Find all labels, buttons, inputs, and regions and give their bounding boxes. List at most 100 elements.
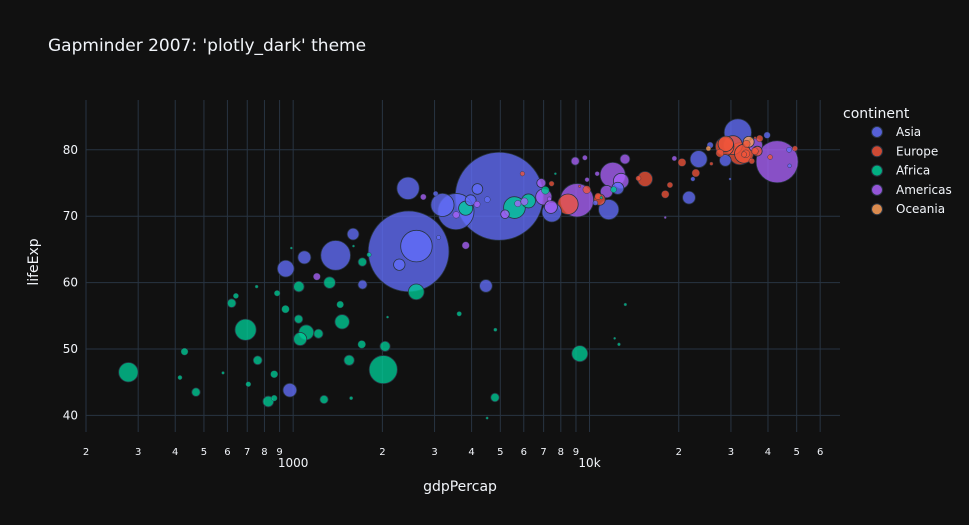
data-point-africa[interactable] xyxy=(252,355,263,366)
data-point-africa[interactable] xyxy=(490,392,500,403)
data-point-africa[interactable] xyxy=(226,298,237,308)
data-point-europe[interactable] xyxy=(578,184,581,188)
data-point-asia[interactable] xyxy=(464,194,477,207)
data-point-asia[interactable] xyxy=(689,150,708,168)
data-point-americas[interactable] xyxy=(584,177,590,183)
data-point-europe[interactable] xyxy=(677,158,687,167)
data-point-africa[interactable] xyxy=(541,186,550,195)
data-point-africa[interactable] xyxy=(177,375,183,380)
data-point-asia[interactable] xyxy=(728,177,732,181)
data-point-americas[interactable] xyxy=(473,200,481,208)
data-point-asia[interactable] xyxy=(763,131,771,139)
data-point-asia[interactable] xyxy=(682,190,696,205)
data-point-asia[interactable] xyxy=(787,163,792,168)
data-point-americas[interactable] xyxy=(420,193,427,201)
data-point-europe[interactable] xyxy=(741,151,747,158)
legend-items[interactable]: Asia Europe Africa Americas Oceania xyxy=(871,125,952,216)
data-point-africa[interactable] xyxy=(334,314,350,330)
data-point-americas[interactable] xyxy=(671,155,677,162)
data-point-asia[interactable] xyxy=(346,227,360,241)
data-point-africa[interactable] xyxy=(313,328,324,339)
data-point-africa[interactable] xyxy=(274,290,281,297)
data-point-europe[interactable] xyxy=(767,154,773,160)
data-point-europe[interactable] xyxy=(582,185,591,194)
data-point-asia[interactable] xyxy=(598,199,620,221)
data-point-asia[interactable] xyxy=(400,229,433,263)
data-point-americas[interactable] xyxy=(547,196,552,202)
data-point-africa[interactable] xyxy=(221,371,225,375)
data-point-europe[interactable] xyxy=(748,158,755,165)
data-point-europe[interactable] xyxy=(751,147,759,155)
legend-item-oceania[interactable]: Oceania xyxy=(871,202,946,216)
data-point-europe[interactable] xyxy=(756,134,764,143)
data-point-europe[interactable] xyxy=(742,139,751,148)
data-point-africa[interactable] xyxy=(262,395,275,408)
data-point-americas[interactable] xyxy=(544,200,558,214)
data-point-asia[interactable] xyxy=(282,382,298,398)
data-point-asia[interactable] xyxy=(719,154,732,167)
legend-item-europe[interactable]: Europe xyxy=(871,144,939,158)
data-point-africa[interactable] xyxy=(456,311,462,317)
data-point-asia[interactable] xyxy=(320,240,351,271)
data-point-asia[interactable] xyxy=(396,176,420,200)
data-point-africa[interactable] xyxy=(357,340,366,349)
data-point-africa[interactable] xyxy=(289,246,293,250)
data-point-europe[interactable] xyxy=(691,168,700,178)
data-point-africa[interactable] xyxy=(336,300,344,309)
data-point-africa[interactable] xyxy=(623,302,627,307)
data-point-africa[interactable] xyxy=(493,327,498,332)
data-point-americas[interactable] xyxy=(461,241,470,250)
data-point-europe[interactable] xyxy=(792,145,798,152)
data-point-americas[interactable] xyxy=(570,156,580,166)
legend-item-africa[interactable]: Africa xyxy=(871,164,931,178)
data-point-americas[interactable] xyxy=(452,211,460,219)
data-point-africa[interactable] xyxy=(613,336,617,340)
data-point-africa[interactable] xyxy=(343,354,355,366)
data-point-africa[interactable] xyxy=(352,244,355,248)
data-point-asia[interactable] xyxy=(479,279,493,293)
data-point-africa[interactable] xyxy=(281,305,290,314)
data-point-africa[interactable] xyxy=(270,394,278,402)
data-point-asia[interactable] xyxy=(690,176,696,182)
data-point-americas[interactable] xyxy=(536,178,547,188)
data-point-africa[interactable] xyxy=(617,342,621,347)
data-point-europe[interactable] xyxy=(661,190,670,199)
data-point-europe[interactable] xyxy=(666,181,673,189)
legend[interactable]: continent Asia Europe Africa Americas Oceani… xyxy=(843,106,952,216)
data-point-africa[interactable] xyxy=(485,416,489,420)
data-point-africa[interactable] xyxy=(293,332,308,346)
data-point-americas[interactable] xyxy=(514,200,522,207)
data-point-europe[interactable] xyxy=(753,136,757,140)
data-point-europe[interactable] xyxy=(519,171,525,177)
data-point-africa[interactable] xyxy=(254,284,259,289)
data-point-africa[interactable] xyxy=(233,292,239,299)
data-point-africa[interactable] xyxy=(323,276,336,289)
data-point-europe[interactable] xyxy=(715,148,725,158)
data-point-asia[interactable] xyxy=(357,279,368,290)
data-point-asia[interactable] xyxy=(430,192,455,217)
data-point-americas[interactable] xyxy=(520,197,529,206)
data-point-africa[interactable] xyxy=(319,394,329,405)
data-point-americas[interactable] xyxy=(594,171,600,177)
data-point-asia[interactable] xyxy=(592,200,598,206)
data-point-asia[interactable] xyxy=(484,196,491,203)
data-point-africa[interactable] xyxy=(180,347,189,356)
data-point-oceania[interactable] xyxy=(705,145,712,152)
data-point-africa[interactable] xyxy=(379,340,391,352)
data-point-americas[interactable] xyxy=(619,153,631,165)
data-point-europe[interactable] xyxy=(709,161,714,166)
data-point-europe[interactable] xyxy=(717,135,734,152)
data-point-asia[interactable] xyxy=(471,183,484,195)
data-point-africa[interactable] xyxy=(368,355,398,385)
data-point-asia[interactable] xyxy=(393,258,406,271)
data-point-africa[interactable] xyxy=(293,280,305,293)
data-point-africa[interactable] xyxy=(553,172,557,176)
data-point-africa[interactable] xyxy=(357,257,368,267)
data-point-africa[interactable] xyxy=(407,283,425,301)
data-point-europe[interactable] xyxy=(635,175,642,182)
data-point-africa[interactable] xyxy=(599,196,603,200)
data-point-africa[interactable] xyxy=(191,387,201,397)
data-point-africa[interactable] xyxy=(245,381,252,387)
data-point-asia[interactable] xyxy=(436,235,441,240)
legend-item-asia[interactable]: Asia xyxy=(871,125,922,139)
